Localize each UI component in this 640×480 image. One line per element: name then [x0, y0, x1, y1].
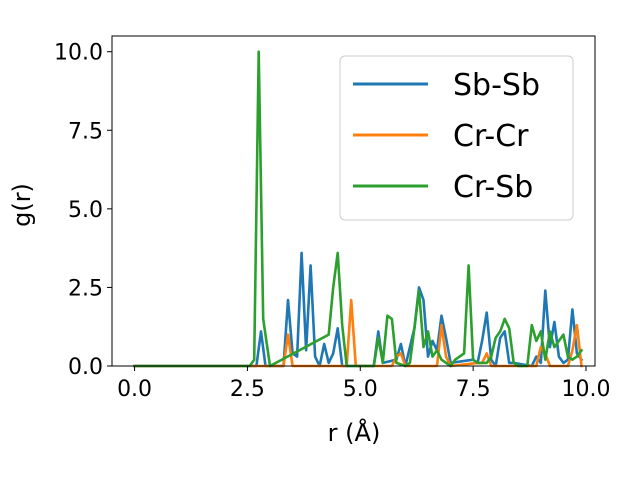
x-tick-label: 5.0	[343, 377, 378, 402]
x-tick-label: 0.0	[117, 377, 152, 402]
x-tick-label: 7.5	[456, 377, 491, 402]
legend: Sb-Sb Cr-Cr Cr-Sb	[339, 55, 574, 221]
y-tick-label: 10.0	[54, 41, 103, 66]
legend-label-cr-cr: Cr-Cr	[453, 119, 529, 154]
y-tick-label: 2.5	[68, 276, 103, 301]
legend-box	[339, 55, 574, 221]
x-tick-label: 2.5	[230, 377, 265, 402]
x-tick-label: 10.0	[561, 377, 610, 402]
legend-label-sb-sb: Sb-Sb	[453, 68, 540, 103]
axes-layer: 0.0 2.5 5.0 7.5 10.0 0.0 2.5 5.0 7.5 10.0	[54, 35, 610, 402]
plot-frame	[111, 35, 596, 367]
y-tick-label: 5.0	[68, 198, 103, 223]
series-line-cr-cr	[133, 298, 583, 368]
series-line-cr-sb	[133, 50, 584, 368]
series-layer	[133, 50, 584, 368]
y-tick-label: 0.0	[68, 355, 103, 380]
legend-label-cr-sb: Cr-Sb	[453, 170, 533, 205]
x-axis-label: r (Å)	[328, 418, 381, 447]
series-line-sb-sb	[133, 251, 584, 368]
y-axis-label: g(r)	[8, 183, 36, 227]
y-tick-label: 7.5	[68, 119, 103, 144]
